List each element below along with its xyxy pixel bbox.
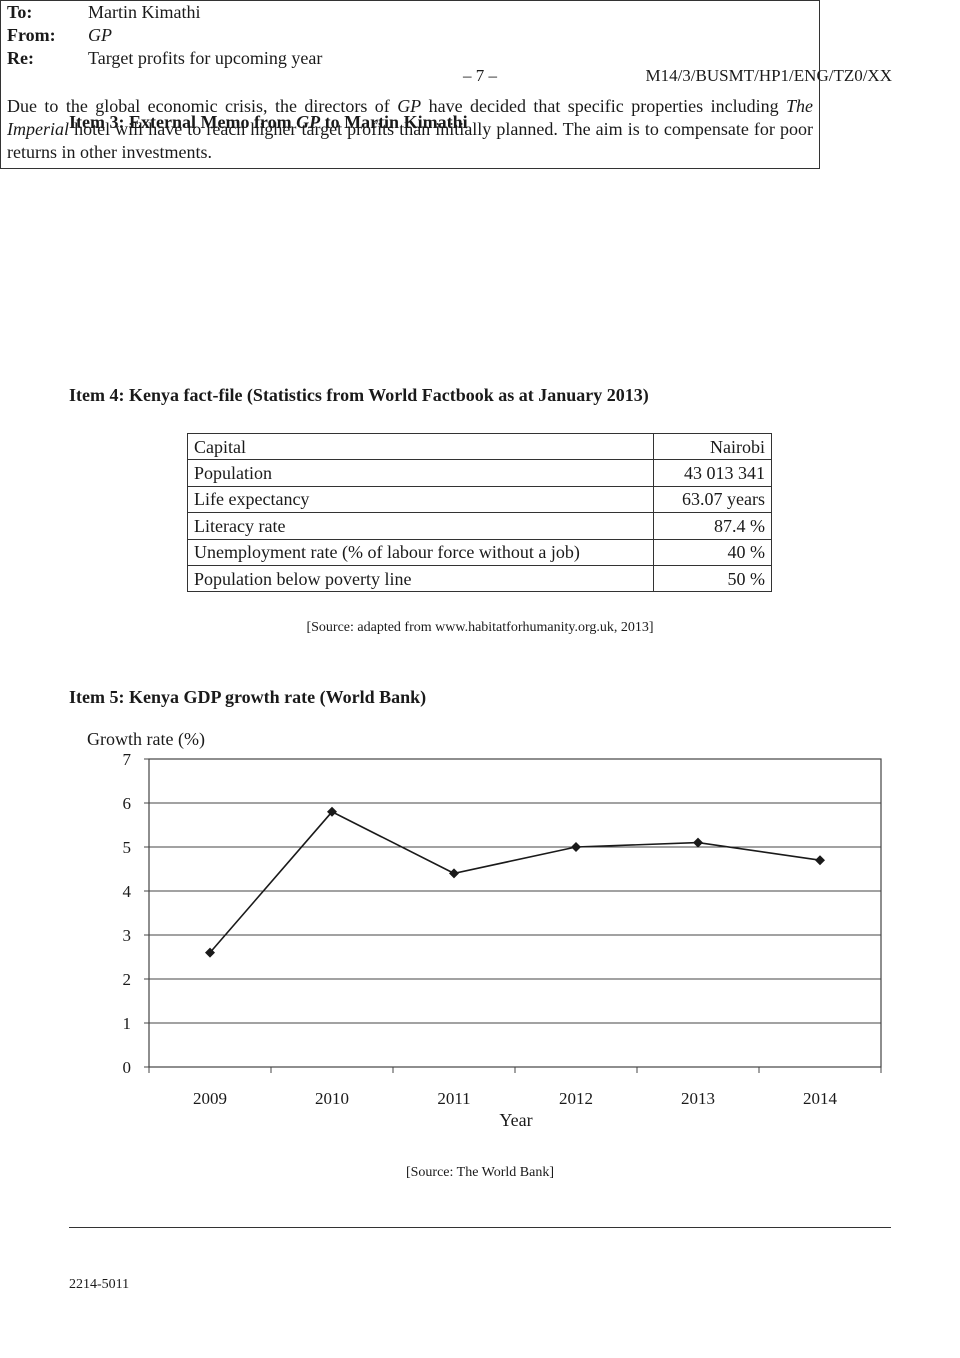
footer-code: 2214-5011 [69,1277,130,1292]
memo-to-value: Martin Kimathi [88,2,201,22]
y-tick-label: 6 [123,794,132,813]
memo-body-gp: GP [397,96,422,116]
table-row: Life expectancy 63.07 years [187,485,772,514]
paper-code: M14/3/BUSMT/HP1/ENG/TZ0/XX [645,66,892,85]
memo-body-part3: hotel will have to reach higher target p… [7,119,813,162]
memo-to-label: To: [7,2,33,22]
memo-re-value: Target profits for upcoming year [88,48,323,68]
fact-value: 50 % [653,564,772,593]
item3-heading-gp: GP [296,112,321,132]
fact-value: 43 013 341 [653,459,772,487]
y-tick-label: 1 [123,1014,132,1033]
item5-source: [Source: The World Bank] [405,1165,555,1180]
fact-table: Capital Nairobi Population 43 013 341 Life… [187,432,772,593]
gdp-chart: 0 1 2 3 4 5 6 7 2009 2010 2011 2012 2013 2014 Growth r… [87,729,882,1130]
item3-heading-prefix: Item 3: External Memo from [69,112,297,132]
data-point [327,806,337,817]
series-line [209,810,821,954]
x-tick-label: 2014 [803,1089,838,1108]
item4-source: [Source: adapted from www.habitatforhuma… [306,620,654,635]
fact-value: Nairobi [653,432,772,461]
table-row: Literacy rate 87.4 % [187,512,772,540]
data-point [571,842,581,852]
y-tick-label: 5 [123,838,132,857]
data-point [693,837,703,848]
fact-label: Population below poverty line [187,564,654,593]
fact-value: 40 % [653,538,772,566]
x-axis-label: Year [499,1110,532,1130]
page-number: – 7 – [463,66,497,85]
y-tick-label: 7 [123,750,132,769]
x-tick-label: 2009 [193,1089,227,1108]
table-row: Unemployment rate (% of labour force wit… [187,538,772,566]
x-tick-label: 2010 [315,1089,349,1108]
fact-label: Life expectancy [187,485,654,514]
fact-value: 63.07 years [653,485,772,514]
y-tick-label: 3 [123,926,132,945]
memo-box: To: Martin Kimathi From: GP Re: Target p… [0,0,820,169]
fact-label: Literacy rate [187,512,654,540]
fact-label: Unemployment rate (% of labour force wit… [187,538,654,566]
item4-heading: Item 4: Kenya fact-file (Statistics from… [69,385,649,405]
x-tick-label: 2013 [681,1089,715,1108]
footer-rule [69,1227,891,1228]
y-axis-label: Growth rate (%) [87,729,205,750]
memo-re-label: Re: [7,48,34,68]
x-tick-label: 2012 [559,1089,593,1108]
table-row: Population below poverty line 50 % [187,564,772,593]
data-point [815,855,825,866]
fact-label: Capital [187,432,654,461]
item5-heading: Item 5: Kenya GDP growth rate (World Ban… [69,687,427,707]
y-tick-label: 2 [123,970,132,989]
memo-from-value: GP [88,25,112,45]
plot-frame [148,758,882,1068]
memo-body: Due to the global economic crisis, the d… [7,95,813,164]
memo-body-imperial: The Imperial [7,96,813,139]
memo-from-label: From: [7,25,56,45]
table-row: Capital Nairobi [187,432,772,461]
fact-value: 87.4 % [653,512,772,540]
memo-body-part1: Due to the global economic crisis, the d… [7,96,398,116]
x-tick-label: 2011 [437,1089,470,1108]
item3-heading: Item 3: External Memo from GP to Martin … [69,112,468,133]
item3-heading-suffix: to Martin Kimathi [320,112,468,132]
data-point [205,947,215,958]
data-point [449,868,459,879]
y-tick-label: 0 [123,1058,132,1077]
y-tick-label: 4 [123,882,132,901]
memo-body-part2: have decided that specific properties in… [421,96,786,116]
